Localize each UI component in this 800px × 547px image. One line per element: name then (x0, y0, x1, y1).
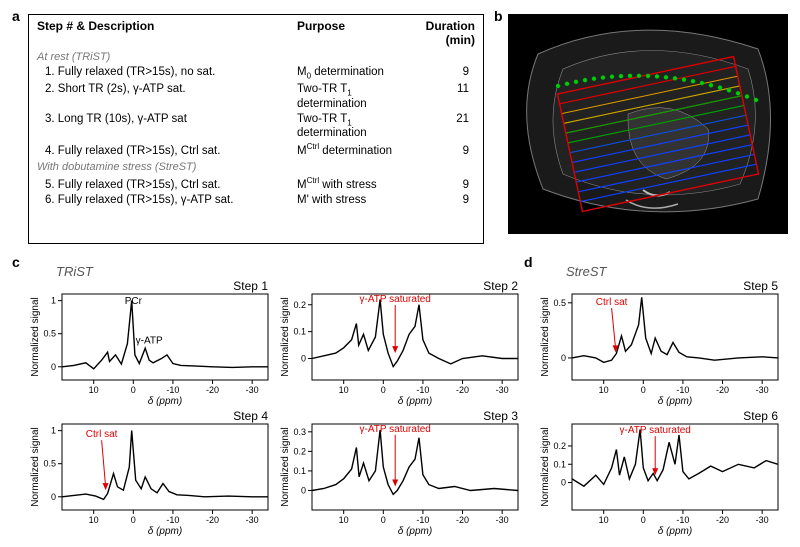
svg-text:γ-ATP saturated: γ-ATP saturated (360, 424, 431, 435)
svg-text:Step 4: Step 4 (233, 409, 268, 423)
table-row: 4. Fully relaxed (TR>15s), Ctrl sat. MCt… (37, 142, 477, 157)
svg-text:10: 10 (599, 515, 609, 525)
table-row: 3. Long TR (10s), γ-ATP sat Two-TR T1 de… (37, 113, 477, 139)
svg-text:1: 1 (51, 296, 56, 306)
svg-text:Step 6: Step 6 (743, 409, 778, 423)
panel-a-table: Step # & Description Purpose Duration(mi… (28, 14, 484, 244)
svg-text:0.5: 0.5 (553, 298, 566, 308)
svg-text:0: 0 (301, 354, 306, 364)
svg-text:-20: -20 (456, 515, 469, 525)
table-row: 1. Fully relaxed (TR>15s), no sat. M0 de… (37, 66, 477, 80)
svg-text:δ (ppm): δ (ppm) (148, 526, 182, 536)
svg-text:0.2: 0.2 (293, 300, 306, 310)
spectrum-step4: 10 0 -10 -20 -30 0 0.5 1 δ (ppm) Normalized sig… (28, 408, 274, 536)
figure: a Step # & Description Purpose Duration(… (8, 8, 792, 539)
table-row: 5. Fully relaxed (TR>15s), Ctrl sat. MCt… (37, 176, 477, 191)
panel-d: StreST 10 0 -10 -20 -30 0 0.5 δ (ppm) Normaliz… (538, 264, 788, 538)
spectrum-step5: 10 0 -10 -20 -30 0 0.5 δ (ppm) Normalized sign… (538, 278, 784, 406)
panel-b-image (508, 14, 788, 234)
svg-text:Step 1: Step 1 (233, 279, 268, 293)
svg-text:-20: -20 (206, 385, 219, 395)
svg-text:0: 0 (381, 515, 386, 525)
svg-text:-10: -10 (416, 515, 429, 525)
svg-text:-10: -10 (166, 515, 179, 525)
svg-text:PCr: PCr (125, 296, 143, 307)
svg-text:-30: -30 (496, 515, 509, 525)
svg-text:0: 0 (131, 385, 136, 395)
svg-text:γ-ATP saturated: γ-ATP saturated (620, 425, 691, 436)
label-d: d (524, 254, 533, 270)
svg-text:0.3: 0.3 (293, 427, 306, 437)
svg-text:γ-ATP saturated: γ-ATP saturated (360, 294, 431, 305)
panel-c: TRiST 100-10-20-3000.51 δ (ppm) Normaliz… (28, 264, 526, 538)
svg-text:Normalized signal: Normalized signal (280, 297, 291, 376)
svg-text:-20: -20 (456, 385, 469, 395)
svg-text:-20: -20 (716, 385, 729, 395)
spectrum-step3: 10 0 -10 -20 -30 0 0.1 0.2 0.3 δ (ppm) Normalize… (278, 408, 524, 536)
svg-text:-30: -30 (496, 385, 509, 395)
svg-text:-20: -20 (716, 515, 729, 525)
table-row: 6. Fully relaxed (TR>15s), γ-ATP sat. M'… (37, 194, 477, 206)
svg-text:0.2: 0.2 (553, 441, 566, 451)
svg-text:-10: -10 (166, 385, 179, 395)
svg-text:0.1: 0.1 (293, 327, 306, 337)
svg-text:10: 10 (89, 515, 99, 525)
svg-text:0: 0 (561, 478, 566, 488)
svg-text:10: 10 (339, 385, 349, 395)
svg-text:0.1: 0.1 (553, 459, 566, 469)
table-row: 2. Short TR (2s), γ-ATP sat. Two-TR T1 d… (37, 83, 477, 109)
panel-d-title: StreST (566, 264, 606, 279)
svg-text:δ (ppm): δ (ppm) (148, 396, 182, 406)
svg-text:δ (ppm): δ (ppm) (658, 526, 692, 536)
svg-text:-30: -30 (756, 385, 769, 395)
spectrum-step6: 10 0 -10 -20 -30 0 0.1 0.2 δ (ppm) Normalized s… (538, 408, 784, 536)
svg-text:0: 0 (51, 362, 56, 372)
svg-text:10: 10 (599, 385, 609, 395)
svg-text:0: 0 (641, 515, 646, 525)
svg-text:-30: -30 (756, 515, 769, 525)
svg-text:10: 10 (89, 385, 99, 395)
svg-text:Normalized signal: Normalized signal (540, 427, 551, 506)
svg-text:0: 0 (301, 485, 306, 495)
svg-text:Ctrl sat: Ctrl sat (596, 297, 628, 308)
svg-text:-20: -20 (206, 515, 219, 525)
svg-text:δ (ppm): δ (ppm) (398, 396, 432, 406)
svg-text:1: 1 (51, 426, 56, 436)
svg-text:Step 3: Step 3 (483, 409, 518, 423)
svg-text:Normalized signal: Normalized signal (30, 427, 41, 506)
svg-text:Normalized signal: Normalized signal (30, 297, 41, 376)
label-b: b (494, 8, 503, 24)
svg-text:Normalized signal: Normalized signal (540, 297, 551, 376)
svg-text:δ (ppm): δ (ppm) (658, 396, 692, 406)
svg-text:0.2: 0.2 (293, 446, 306, 456)
svg-text:0: 0 (51, 492, 56, 502)
spectrum-step2: 10 0 -10 -20 -30 0 0.1 0.2 δ (ppm) Normalized s… (278, 278, 524, 406)
svg-text:Step 5: Step 5 (743, 279, 778, 293)
svg-text:-10: -10 (676, 385, 689, 395)
svg-text:10: 10 (339, 515, 349, 525)
svg-text:0.5: 0.5 (43, 329, 56, 339)
svg-text:-10: -10 (676, 515, 689, 525)
svg-text:-30: -30 (246, 385, 259, 395)
label-a: a (12, 8, 20, 24)
svg-text:0.5: 0.5 (43, 459, 56, 469)
svg-text:0: 0 (561, 353, 566, 363)
svg-text:0: 0 (131, 515, 136, 525)
svg-text:Ctrl sat: Ctrl sat (86, 429, 118, 440)
svg-text:δ (ppm): δ (ppm) (398, 526, 432, 536)
svg-text:-10: -10 (416, 385, 429, 395)
spectrum-step1: 10 0 -10 -20 -30 0 0.5 1 δ (ppm) Normalized sig… (28, 278, 274, 406)
panel-c-title: TRiST (56, 264, 93, 279)
svg-text:0: 0 (641, 385, 646, 395)
svg-text:0.1: 0.1 (293, 466, 306, 476)
svg-text:γ-ATP: γ-ATP (136, 336, 163, 347)
label-c: c (12, 254, 20, 270)
svg-text:Normalized signal: Normalized signal (280, 427, 291, 506)
svg-text:-30: -30 (246, 515, 259, 525)
svg-text:0: 0 (381, 385, 386, 395)
svg-text:Step 2: Step 2 (483, 279, 518, 293)
